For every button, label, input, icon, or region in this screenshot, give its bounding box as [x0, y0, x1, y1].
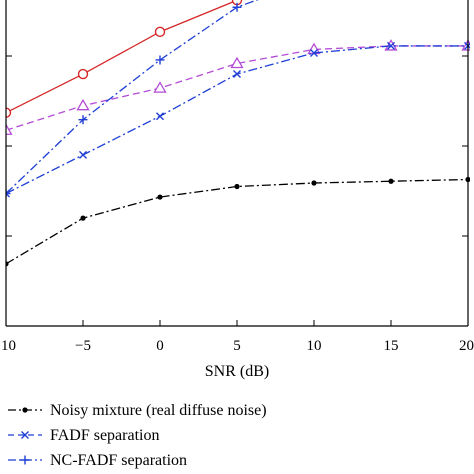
data-point	[310, 48, 318, 57]
legend-label: Noisy mixture (real diffuse noise)	[50, 402, 267, 419]
series-2	[6, 0, 259, 199]
data-point	[154, 26, 166, 38]
data-point-marker	[234, 183, 240, 190]
data-point	[232, 2, 242, 12]
legend-item: Noisy mixture (real diffuse noise)	[8, 402, 267, 419]
data-point-marker	[310, 48, 318, 57]
data-point	[6, 189, 10, 198]
data-point-marker	[80, 215, 86, 221]
data-point-marker	[77, 68, 89, 80]
data-point-marker	[154, 26, 166, 38]
data-point	[6, 123, 13, 135]
series-line	[6, 0, 259, 195]
data-point-marker	[76, 98, 90, 111]
data-point-marker	[232, 2, 242, 12]
data-point-marker	[157, 194, 163, 200]
x-tick-label: 10	[307, 338, 322, 354]
data-point-marker	[388, 178, 394, 184]
legend-item: NC-FADF separation	[8, 452, 187, 469]
data-point	[233, 70, 241, 79]
data-point-marker	[230, 56, 244, 69]
data-point	[22, 407, 28, 413]
data-point	[388, 178, 394, 184]
data-point	[6, 261, 9, 267]
series-line	[6, 0, 240, 114]
data-point-marker	[311, 180, 317, 186]
data-point-marker	[6, 261, 9, 267]
data-point	[156, 112, 164, 121]
data-point-marker	[156, 112, 164, 121]
data-point	[80, 215, 86, 221]
data-point-marker	[21, 431, 29, 439]
data-point-marker	[78, 115, 88, 125]
x-tick-label: 10	[1, 338, 16, 354]
data-point	[6, 189, 11, 199]
series-4	[6, 176, 470, 267]
data-point	[234, 183, 240, 190]
data-point-marker	[6, 123, 13, 135]
x-tick-label: 5	[233, 338, 241, 354]
legend: Noisy mixture (real diffuse noise) FADF s…	[8, 402, 267, 469]
x-tick-label: 20	[459, 338, 474, 354]
x-tick-label: 0	[156, 338, 164, 354]
data-point-marker	[387, 41, 395, 50]
legend-item: FADF separation	[8, 427, 159, 444]
data-point	[21, 431, 29, 439]
data-point	[311, 180, 317, 186]
data-point	[76, 98, 90, 111]
data-point	[79, 150, 87, 159]
data-point	[153, 81, 167, 93]
data-point	[155, 55, 165, 65]
series-layer	[6, 0, 470, 267]
axes	[5, 0, 469, 327]
data-point	[157, 194, 163, 200]
data-point-marker	[6, 189, 11, 199]
legend-label: FADF separation	[50, 427, 159, 444]
series-1	[6, 39, 470, 135]
data-point	[77, 68, 89, 80]
series-line	[6, 178, 469, 265]
data-point-marker	[233, 70, 241, 79]
data-point-marker	[22, 407, 28, 413]
data-point-marker	[6, 107, 12, 118]
data-point	[387, 41, 395, 50]
ticks: 10 −5 0 5 10 15 20	[1, 55, 474, 354]
x-tick-label: 15	[384, 338, 399, 354]
x-tick-label: −5	[75, 338, 91, 354]
data-point-marker	[6, 189, 10, 198]
data-point-marker	[79, 150, 87, 159]
legend-label: NC-FADF separation	[50, 452, 187, 469]
data-point	[78, 115, 88, 125]
data-point-marker	[20, 455, 30, 465]
x-axis-label: SNR (dB)	[205, 363, 269, 380]
data-point	[20, 455, 30, 465]
data-point	[6, 107, 12, 118]
data-point-marker	[155, 55, 165, 65]
data-point-marker	[153, 81, 167, 93]
data-point	[230, 56, 244, 69]
